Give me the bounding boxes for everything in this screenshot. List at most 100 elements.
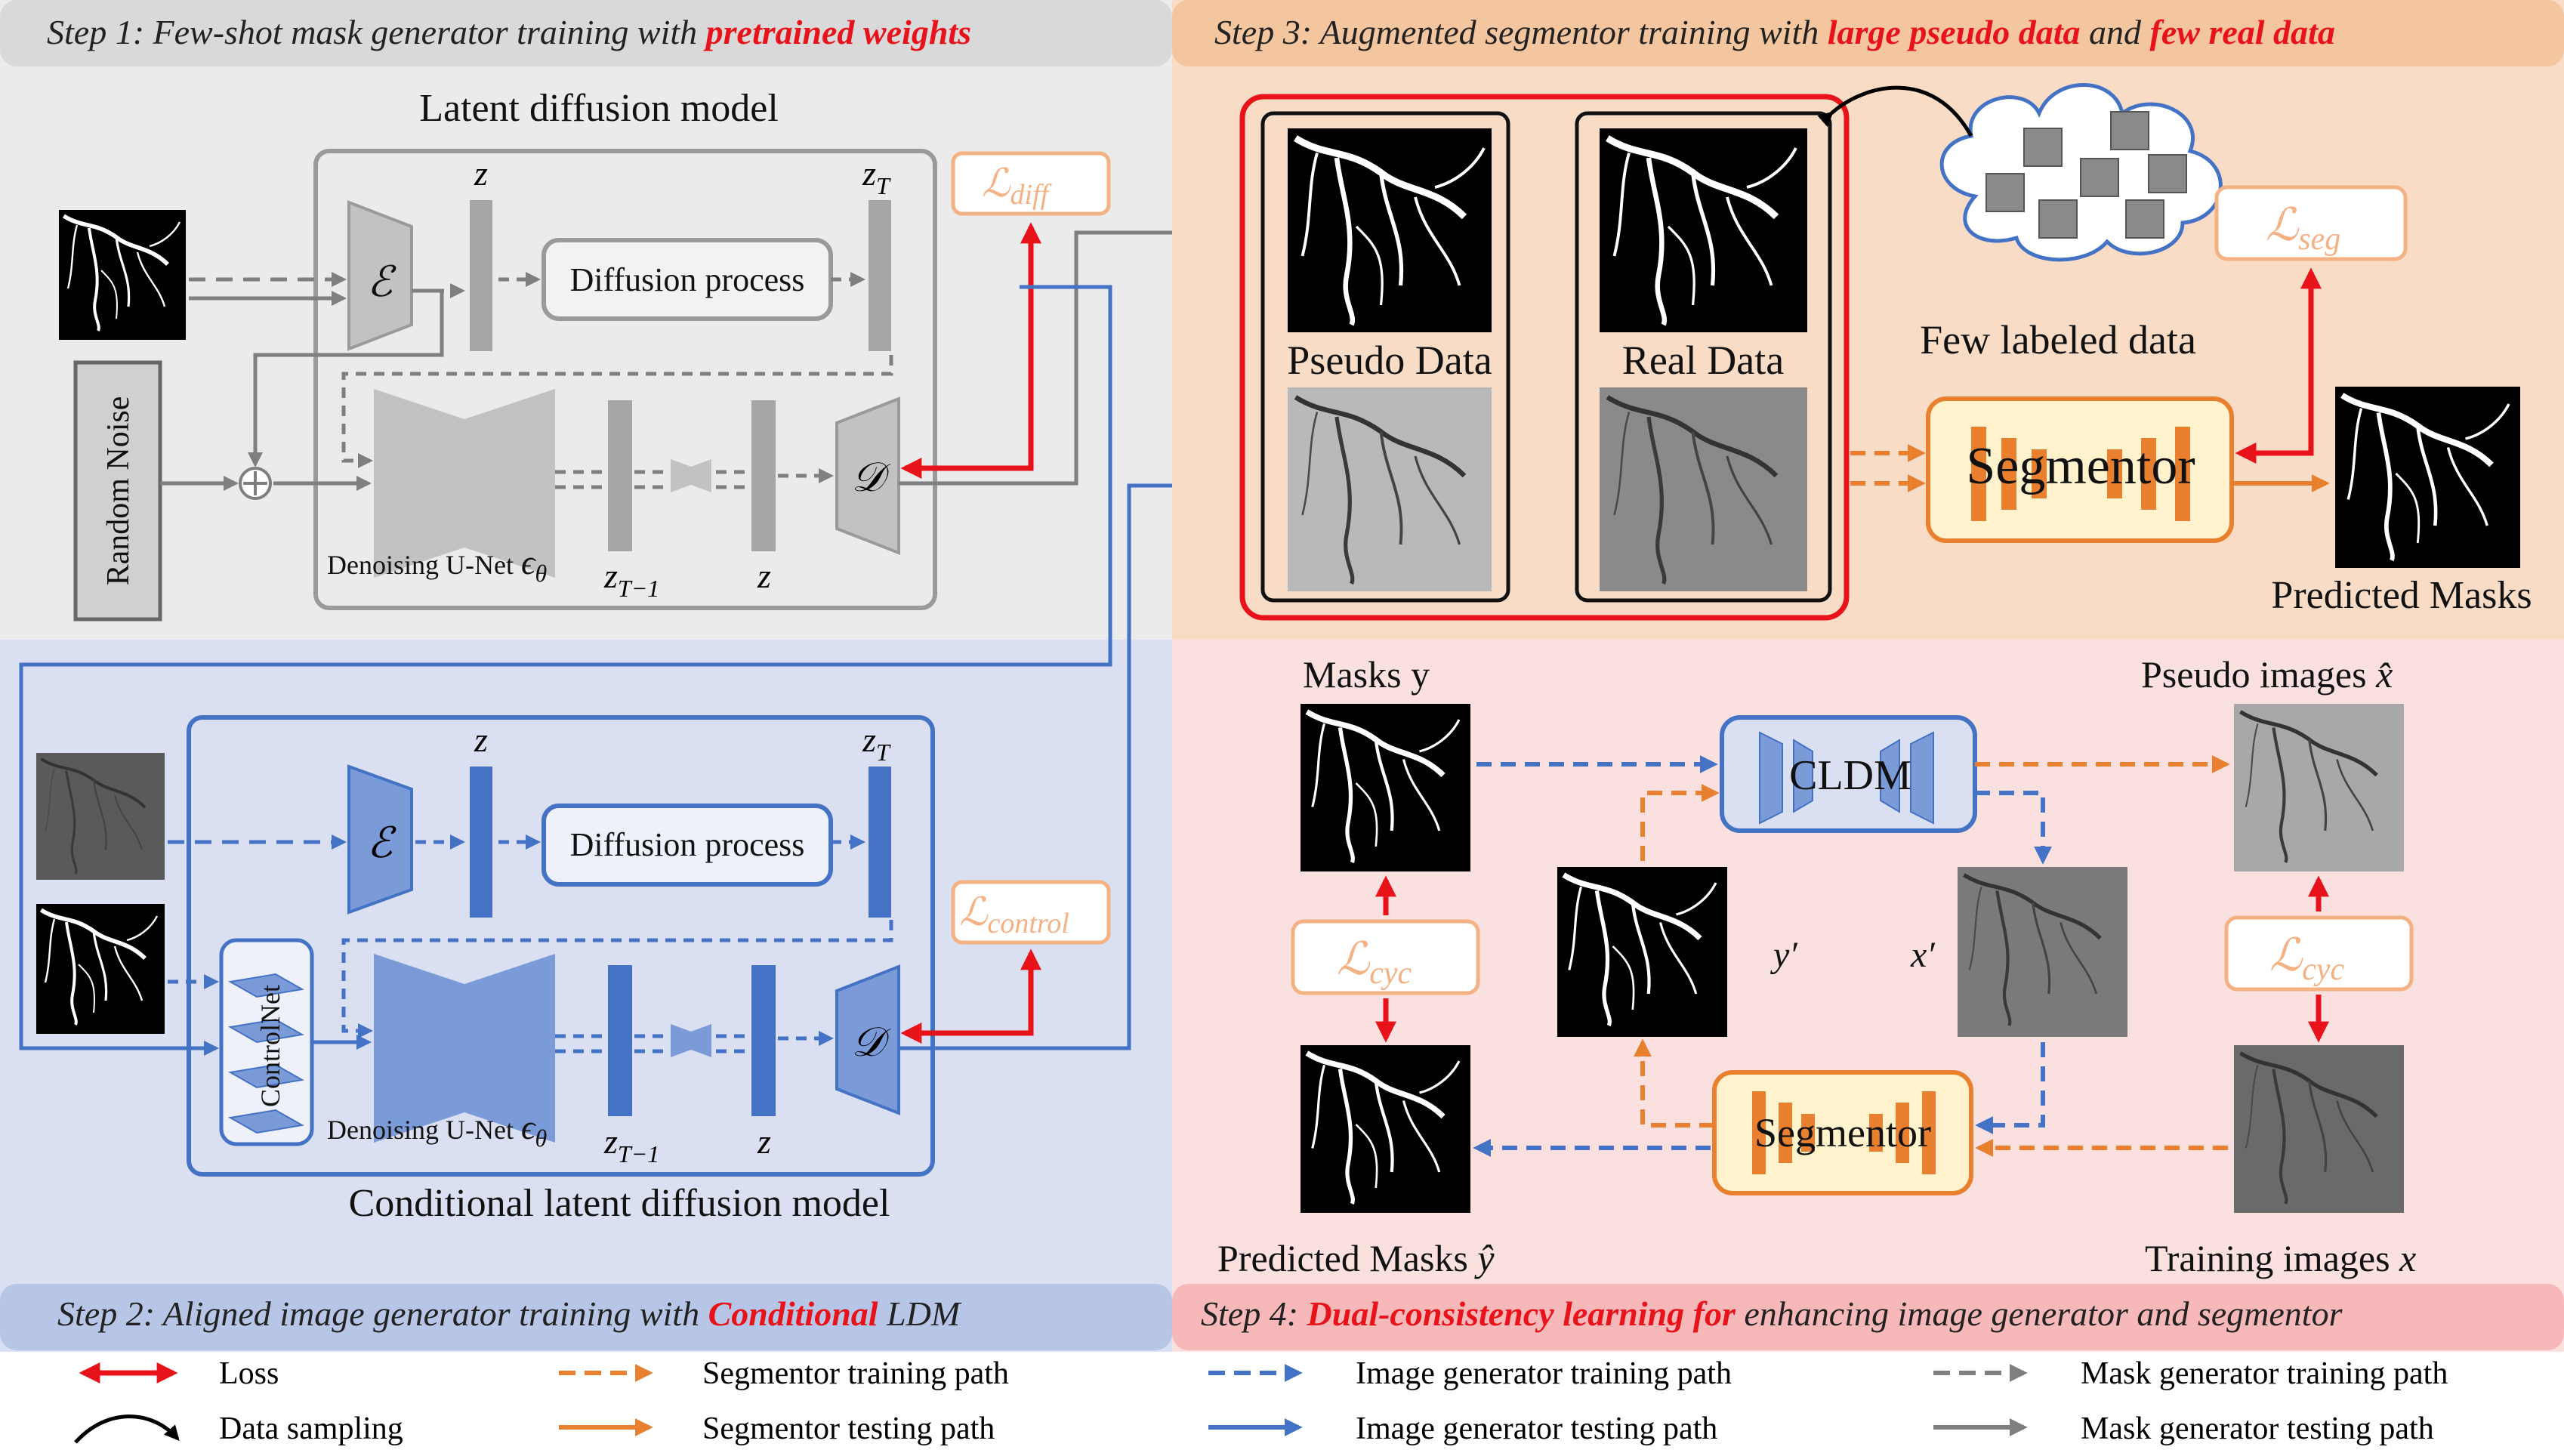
cldm-label: CLDM — [1789, 752, 1911, 799]
real-mask-thumbnail — [1600, 128, 1807, 332]
segmentor-layers-icon — [1752, 1091, 1936, 1174]
data-sampling-arrow — [1817, 85, 1973, 137]
step2-panel: Step 2: Aligned image generator training… — [0, 285, 1272, 1395]
svg-text:Pseudo images x̂: Pseudo images x̂ — [2141, 653, 2393, 696]
diffusion-process-label-2: Diffusion process — [570, 826, 805, 863]
mask-condition-thumbnail — [36, 904, 165, 1034]
svg-text:Step 3: Augmented segmentor tr: Step 3: Augmented segmentor training wit… — [1214, 13, 2335, 51]
legend: Loss Data sampling Segmentor training pa… — [0, 1352, 2564, 1456]
svg-text:ℒdiff: ℒdiff — [982, 162, 1052, 211]
predicted-masks-y-hat-label: Predicted Masks — [1217, 1237, 1477, 1279]
training-data-box — [1239, 94, 1850, 621]
controlnet-layers-icon — [228, 973, 304, 1134]
latent-bar — [470, 200, 492, 351]
noisy-latent-bar-2 — [869, 767, 891, 918]
svg-text:Training images x: Training images x — [2145, 1237, 2416, 1279]
y-prime-label: y′ — [1769, 935, 1798, 975]
legend-mask-train: Mask generator training path — [2081, 1356, 2448, 1391]
svg-text:zT: zT — [862, 154, 891, 199]
masks-y-label: Masks y — [1303, 653, 1430, 696]
latent-z-label-2: z — [474, 720, 488, 759]
cldm-layers-icon — [1759, 731, 1934, 825]
loss-cyc-left-symbol: ℒ — [1337, 934, 1371, 984]
training-image-x-thumbnail — [2234, 1045, 2404, 1213]
latent-bar-2 — [470, 767, 492, 918]
legend-img-test: Image generator testing path — [1356, 1411, 1717, 1446]
x-prime-label: x′ — [1910, 935, 1936, 975]
curved-arrow-icon — [74, 1414, 180, 1444]
z-bottom-label: z — [757, 557, 771, 595]
diffusion-process-box-2 — [541, 804, 833, 887]
svg-text:Step 2: Aligned image generato: Step 2: Aligned image generator training… — [57, 1294, 962, 1333]
mask-y-prime-thumbnail — [1557, 867, 1727, 1037]
svg-text:zT−1: zT−1 — [603, 557, 659, 602]
z-bottom-label-2: z — [757, 1122, 771, 1161]
few-labeled-label: Few labeled data — [1920, 317, 2196, 362]
step1-title: Latent diffusion model — [419, 87, 779, 130]
encoder-trapezoid-icon — [347, 200, 413, 351]
step4-header: Step 4: — [1201, 1294, 1307, 1333]
svg-text:Predicted Masks ŷ: Predicted Masks ŷ — [1217, 1237, 1495, 1279]
pseudo-data-box — [1260, 111, 1510, 603]
zT-label-2: z — [862, 720, 876, 759]
loss-control-arrow — [900, 949, 1041, 1044]
real-data-box — [1575, 111, 1832, 603]
segmentor-layers-icon — [1971, 427, 2190, 521]
mask-y-thumbnail — [1301, 704, 1470, 871]
svg-text:Step 4: Dual-consistency learn: Step 4: Dual-consistency learning for en… — [1201, 1294, 2343, 1333]
pseudo-images-label: Pseudo images — [2141, 653, 2376, 696]
mini-unet-icon — [671, 459, 711, 492]
segmentor-label-2: Segmentor — [1754, 1110, 1931, 1155]
step1-panel: Step 1: Few-shot mask generator training… — [0, 0, 1272, 640]
zT1-label-2: z — [603, 1122, 618, 1161]
segmentor-label: Segmentor — [1966, 437, 2195, 495]
cldm-box — [187, 715, 935, 1177]
encoder-trapezoid-icon — [347, 764, 413, 915]
encoder-symbol-2: ℰ — [367, 820, 396, 867]
labeled-samples-icons — [1985, 111, 2187, 239]
controlnet-label: ControlNet — [255, 985, 285, 1107]
unet-hourglass-icon — [374, 954, 464, 1143]
pseudo-mask-thumbnail — [1288, 128, 1492, 332]
mask-input-thumbnail — [59, 210, 186, 340]
zT-label: z — [862, 154, 876, 193]
step1-header-highlight: pretrained weights — [703, 13, 971, 51]
step3-panel: Step 3: Augmented segmentor training wit… — [1172, 0, 2564, 640]
mini-unet-icon — [671, 1024, 711, 1057]
legend-mask-test: Mask generator testing path — [2081, 1411, 2434, 1446]
legend-seg-test: Segmentor testing path — [702, 1411, 995, 1446]
loss-control-symbol: ℒ — [959, 891, 989, 934]
step2-header-highlight: Conditional — [708, 1294, 878, 1333]
random-noise-box: Random Noise — [73, 360, 162, 622]
loss-cyc-right-symbol: ℒ — [2269, 930, 2303, 980]
unet-label: Denoising U-Net — [327, 550, 514, 580]
predicted-masks-label: Predicted Masks — [2271, 574, 2532, 617]
loss-diff-arrow — [900, 222, 1041, 479]
legend-seg-train: Segmentor training path — [702, 1356, 1009, 1391]
loss-seg-symbol: ℒ — [2266, 200, 2300, 250]
training-images-label: Training images — [2145, 1237, 2399, 1279]
noisy-latent-bar — [869, 200, 891, 351]
random-noise-label: Random Noise — [101, 396, 136, 586]
step4-panel: Step 4: Dual-consistency learning for en… — [1172, 640, 2564, 1395]
svg-text:ℒseg: ℒseg — [2266, 200, 2340, 257]
legend-loss: Loss — [219, 1356, 279, 1391]
unet-hourglass-icon — [374, 389, 464, 578]
real-data-label: Real Data — [1622, 338, 1784, 383]
real-image-thumbnail — [1600, 387, 1807, 591]
loss-control-box — [951, 880, 1111, 945]
step2-header: Step 2: Aligned image generator training… — [57, 1294, 708, 1333]
loss-cyc-right-box — [2224, 915, 2414, 992]
svg-text:zT: zT — [862, 720, 891, 766]
predicted-mask-thumbnail — [2335, 387, 2520, 568]
pseudo-data-label: Pseudo Data — [1287, 338, 1492, 383]
pseudo-image-thumbnail — [1288, 387, 1492, 591]
loss-diff-symbol: ℒ — [982, 162, 1011, 205]
unet-label-2: Denoising U-Net — [327, 1115, 514, 1145]
zT1-label: z — [603, 557, 618, 595]
latent-z-label: z — [474, 154, 488, 193]
loss-seg-arrow — [2235, 267, 2322, 464]
